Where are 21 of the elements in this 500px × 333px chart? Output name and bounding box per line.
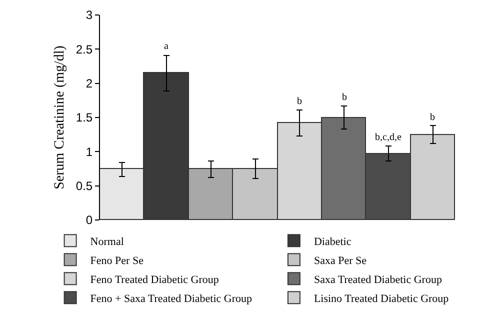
y-tick-label: 3 bbox=[86, 8, 93, 22]
legend-label: Normal bbox=[90, 236, 124, 248]
legend-label: Feno Per Se bbox=[90, 254, 144, 267]
data-label: b,c,d,e bbox=[375, 132, 402, 143]
legend-label: Saxa Per Se bbox=[314, 254, 367, 267]
y-tick-label: 1 bbox=[86, 144, 93, 159]
y-tick-label: 0 bbox=[86, 213, 93, 228]
y-axis-title: Serum Creatinine (mg/dl) bbox=[52, 45, 68, 190]
y-tick-label: 2 bbox=[86, 76, 93, 91]
data-label: b bbox=[297, 96, 302, 107]
legend-label: Feno Treated Diabetic Group bbox=[90, 274, 220, 286]
legend-label: Feno + Saxa Treated Diabetic Group bbox=[90, 292, 252, 305]
data-label: b bbox=[430, 112, 435, 123]
y-tick-label: 2.5 bbox=[76, 42, 93, 56]
data-label: b bbox=[342, 92, 347, 103]
data-label: a bbox=[164, 41, 169, 52]
y-tick-label: 1.5 bbox=[76, 110, 93, 125]
y-tick-label: 0.5 bbox=[76, 179, 93, 194]
legend-label: Saxa Treated Diabetic Group bbox=[314, 274, 442, 286]
legend-label: Lisino Treated Diabetic Group bbox=[314, 292, 450, 305]
legend-label: Diabetic bbox=[314, 236, 352, 248]
